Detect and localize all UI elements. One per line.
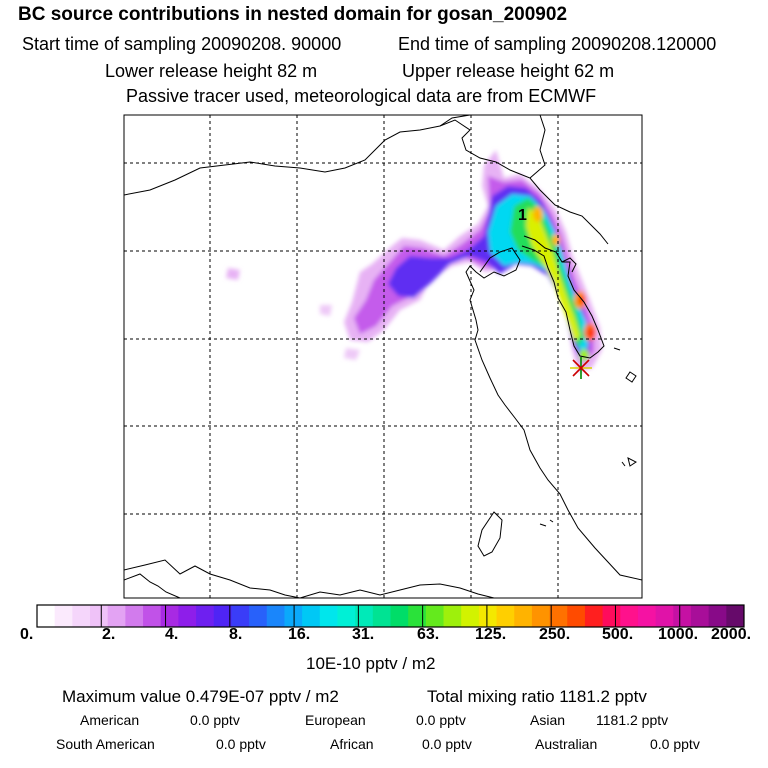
lower-release-height: Lower release height 82 m [105, 61, 318, 81]
colorbar-tick-2000: 2000. [711, 626, 752, 643]
colorbar-swatch [37, 605, 56, 627]
colorbar-swatch [673, 605, 692, 627]
contrib-african-value: 0.0 pptv [422, 736, 472, 752]
contrib-american-value: 0.0 pptv [190, 712, 240, 728]
colorbar-tick-63: 63. [417, 626, 440, 643]
colorbar-tick-31: 31. [352, 626, 375, 643]
tracer-note: Passive tracer used, meteorological data… [126, 86, 597, 106]
colorbar-swatch [514, 605, 533, 627]
colorbar-swatch [143, 605, 162, 627]
colorbar-swatch [284, 605, 303, 627]
colorbar-swatch [408, 605, 427, 627]
receptor-star-icon [570, 357, 592, 379]
colorbar-swatch [390, 605, 409, 627]
colorbar-swatch [178, 605, 197, 627]
map-gridlines [124, 115, 642, 598]
contrib-european-label: European [305, 712, 366, 728]
contrib-asian-value: 1181.2 pptv [596, 712, 669, 728]
colorbar-swatch [54, 605, 73, 627]
colorbar-swatch [160, 605, 179, 627]
colorbar-swatch [213, 605, 232, 627]
contrib-australian-label: Australian [535, 736, 598, 752]
colorbar-swatch [266, 605, 285, 627]
colorbar-swatch [708, 605, 727, 627]
colorbar-swatch [602, 605, 621, 627]
colorbar-swatch [567, 605, 586, 627]
map-area: 1 [124, 115, 642, 598]
colorbar-tick-1000: 1000. [658, 626, 699, 643]
colorbar-swatch [425, 605, 444, 627]
colorbar-swatch [461, 605, 480, 627]
colorbar-swatch [372, 605, 391, 627]
colorbar-swatch [319, 605, 338, 627]
total-mixing-ratio: Total mixing ratio 1181.2 pptv [427, 687, 647, 706]
colorbar-swatch [355, 605, 374, 627]
contrib-australian-value: 0.0 pptv [650, 736, 700, 752]
colorbar-tick-2: 2. [102, 626, 116, 643]
map-frame [123, 114, 643, 599]
colorbar-swatch [496, 605, 515, 627]
colorbar-frame [36, 604, 745, 628]
colorbar-tick-125: 125. [475, 626, 507, 643]
colorbar-tick-16: 16. [288, 626, 311, 643]
coastlines [124, 115, 642, 598]
concentration-plume [226, 150, 602, 372]
colorbar-swatch [231, 605, 250, 627]
contrib-american-label: American [80, 712, 140, 728]
colorbar-swatch [443, 605, 462, 627]
colorbar-tick-8: 8. [229, 626, 243, 643]
colorbar-tick-250: 250. [539, 626, 571, 643]
colorbar-swatch [531, 605, 550, 627]
colorbar-swatch [584, 605, 603, 627]
colorbar-swatch [726, 605, 745, 627]
colorbar-swatch [637, 605, 657, 627]
colorbar-tick-500: 500. [602, 626, 634, 643]
colorbar-tick-4: 4. [165, 626, 179, 643]
start-time: Start time of sampling 20090208. 90000 [22, 34, 342, 54]
colorbar [37, 605, 745, 627]
contrib-south-american-value: 0.0 pptv [216, 736, 266, 752]
colorbar-swatch [90, 605, 109, 627]
contrib-south-american-label: South American [56, 736, 155, 752]
colorbar-unit-label: 10E-10 pptv / m2 [306, 654, 436, 673]
colorbar-tick-0: 0. [20, 626, 34, 643]
maximum-value: Maximum value 0.479E-07 pptv / m2 [62, 687, 339, 706]
upper-release-height: Upper release height 62 m [402, 61, 615, 81]
colorbar-swatch [549, 605, 568, 627]
colorbar-swatch [72, 605, 91, 627]
colorbar-swatch [107, 605, 126, 627]
colorbar-swatch [302, 605, 321, 627]
colorbar-swatch [690, 605, 710, 627]
plot-title: BC source contributions in nested domain… [18, 4, 568, 25]
colorbar-swatch [620, 605, 639, 627]
colorbar-swatch [337, 605, 356, 627]
contrib-african-label: African [330, 736, 374, 752]
colorbar-swatch [249, 605, 268, 627]
trajectory-label: 1 [518, 207, 527, 224]
colorbar-swatch [655, 605, 674, 627]
colorbar-swatch [478, 605, 497, 627]
colorbar-swatch [125, 605, 144, 627]
colorbar-swatch [196, 605, 215, 627]
contrib-asian-label: Asian [530, 712, 566, 728]
end-time: End time of sampling 20090208.120000 [398, 34, 717, 54]
contrib-european-value: 0.0 pptv [416, 712, 466, 728]
